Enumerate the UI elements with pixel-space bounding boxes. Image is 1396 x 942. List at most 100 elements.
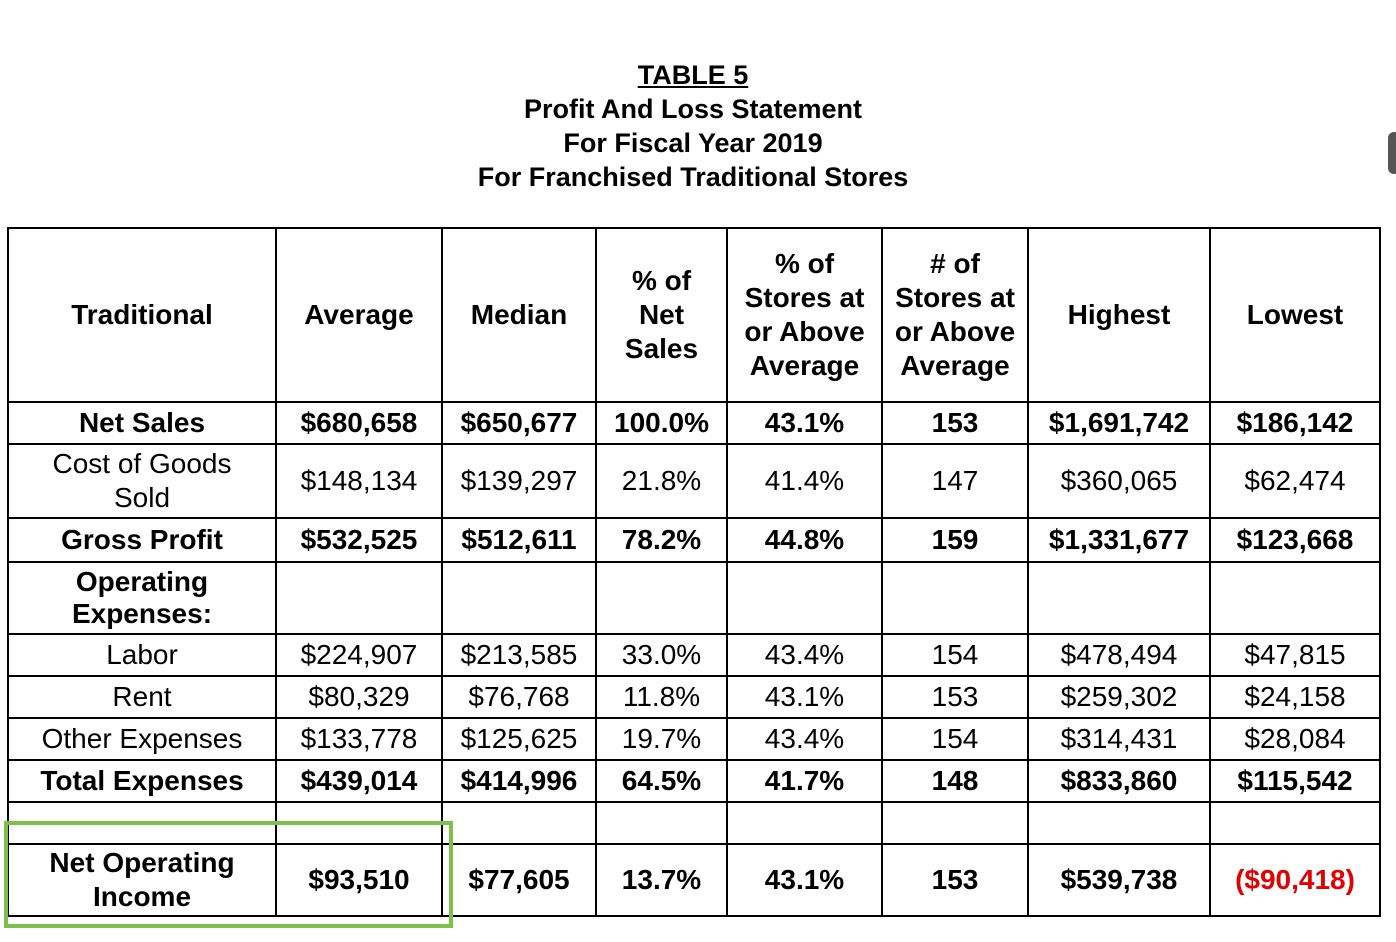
cell-highest: $360,065 [1027, 443, 1211, 519]
row-label: Gross Profit [7, 517, 277, 563]
cell-pct-stores: 43.4% [726, 717, 883, 761]
row-label: Cost of Goods Sold [7, 443, 277, 519]
row-label: Net Operating Income [7, 843, 277, 917]
cell-average: $133,778 [275, 717, 443, 761]
cell-median: $76,768 [441, 675, 597, 719]
cell-average: $148,134 [275, 443, 443, 519]
header-pct-stores: % of Stores at or Above Average [726, 227, 883, 403]
scroll-handle[interactable] [1388, 132, 1396, 174]
cell-empty [595, 801, 728, 845]
cell-highest: $259,302 [1027, 675, 1211, 719]
row-label: Other Expenses [7, 717, 277, 761]
cell-empty [881, 801, 1029, 845]
header-row: Traditional Average Median % of Net Sale… [7, 227, 1381, 403]
cell-pct-net-sales: 19.7% [595, 717, 728, 761]
cell-highest: $314,431 [1027, 717, 1211, 761]
table-subtitle-year: For Fiscal Year 2019 [563, 128, 823, 158]
cell-highest: $833,860 [1027, 759, 1211, 803]
table-row-labor: Labor $224,907 $213,585 33.0% 43.4% 154 … [7, 633, 1381, 677]
cell-average: $439,014 [275, 759, 443, 803]
table-number: TABLE 5 [637, 60, 749, 90]
header-median: Median [441, 227, 597, 403]
table-title-block: TABLE 5 Profit And Loss Statement For Fi… [0, 58, 1386, 194]
cell-lowest: $28,084 [1209, 717, 1381, 761]
cell-empty [275, 801, 443, 845]
row-label: Operating Expenses: [7, 561, 277, 635]
table-row-net-sales: Net Sales $680,658 $650,677 100.0% 43.1%… [7, 401, 1381, 445]
header-highest: Highest [1027, 227, 1211, 403]
cell-highest: $478,494 [1027, 633, 1211, 677]
cell-lowest: $186,142 [1209, 401, 1381, 445]
cell-pct-net-sales: 78.2% [595, 517, 728, 563]
cell-pct-net-sales: 11.8% [595, 675, 728, 719]
row-label: Net Sales [7, 401, 277, 445]
cell-num-stores: 154 [881, 633, 1029, 677]
cell-lowest: $123,668 [1209, 517, 1381, 563]
cell-empty [595, 561, 728, 635]
profit-loss-table: Traditional Average Median % of Net Sale… [7, 227, 1381, 917]
cell-num-stores: 147 [881, 443, 1029, 519]
table-row-spacer [7, 801, 1381, 845]
cell-pct-stores: 41.4% [726, 443, 883, 519]
cell-empty [1209, 801, 1381, 845]
header-pct-net-sales: % of Net Sales [595, 227, 728, 403]
cell-lowest: $62,474 [1209, 443, 1381, 519]
cell-highest: $1,331,677 [1027, 517, 1211, 563]
table-row-total-expenses: Total Expenses $439,014 $414,996 64.5% 4… [7, 759, 1381, 803]
cell-pct-stores: 43.4% [726, 633, 883, 677]
cell-pct-stores: 43.1% [726, 843, 883, 917]
cell-median: $77,605 [441, 843, 597, 917]
cell-median: $650,677 [441, 401, 597, 445]
cell-average: $680,658 [275, 401, 443, 445]
table-row-gross-profit: Gross Profit $532,525 $512,611 78.2% 44.… [7, 517, 1381, 563]
cell-pct-net-sales: 64.5% [595, 759, 728, 803]
cell-average: $80,329 [275, 675, 443, 719]
cell-average: $93,510 [275, 843, 443, 917]
cell-pct-net-sales: 100.0% [595, 401, 728, 445]
cell-empty [726, 801, 883, 845]
table-subtitle-scope: For Franchised Traditional Stores [477, 162, 909, 192]
cell-average: $224,907 [275, 633, 443, 677]
cell-empty [726, 561, 883, 635]
cell-empty [275, 561, 443, 635]
cell-lowest: $24,158 [1209, 675, 1381, 719]
cell-empty [1209, 561, 1381, 635]
cell-lowest: $47,815 [1209, 633, 1381, 677]
cell-empty [1027, 561, 1211, 635]
cell-num-stores: 153 [881, 401, 1029, 445]
cell-pct-stores: 43.1% [726, 401, 883, 445]
cell-num-stores: 154 [881, 717, 1029, 761]
cell-num-stores: 159 [881, 517, 1029, 563]
cell-average: $532,525 [275, 517, 443, 563]
cell-lowest-negative: ($90,418) [1209, 843, 1381, 917]
cell-num-stores: 153 [881, 675, 1029, 719]
table-row-net-operating-income: Net Operating Income $93,510 $77,605 13.… [7, 843, 1381, 917]
row-label: Labor [7, 633, 277, 677]
cell-lowest: $115,542 [1209, 759, 1381, 803]
cell-empty [7, 801, 277, 845]
cell-num-stores: 148 [881, 759, 1029, 803]
cell-median: $213,585 [441, 633, 597, 677]
cell-median: $139,297 [441, 443, 597, 519]
cell-num-stores: 153 [881, 843, 1029, 917]
cell-pct-net-sales: 21.8% [595, 443, 728, 519]
cell-empty [441, 561, 597, 635]
cell-pct-net-sales: 13.7% [595, 843, 728, 917]
cell-pct-stores: 43.1% [726, 675, 883, 719]
table-row-operating-expenses: Operating Expenses: [7, 561, 1381, 635]
header-traditional: Traditional [7, 227, 277, 403]
table-title: Profit And Loss Statement [523, 94, 863, 124]
cell-highest: $1,691,742 [1027, 401, 1211, 445]
cell-pct-stores: 41.7% [726, 759, 883, 803]
cell-median: $512,611 [441, 517, 597, 563]
cell-empty [1027, 801, 1211, 845]
cell-empty [441, 801, 597, 845]
header-average: Average [275, 227, 443, 403]
header-num-stores: # of Stores at or Above Average [881, 227, 1029, 403]
cell-pct-stores: 44.8% [726, 517, 883, 563]
cell-median: $125,625 [441, 717, 597, 761]
cell-pct-net-sales: 33.0% [595, 633, 728, 677]
header-lowest: Lowest [1209, 227, 1381, 403]
table-row-rent: Rent $80,329 $76,768 11.8% 43.1% 153 $25… [7, 675, 1381, 719]
cell-highest: $539,738 [1027, 843, 1211, 917]
